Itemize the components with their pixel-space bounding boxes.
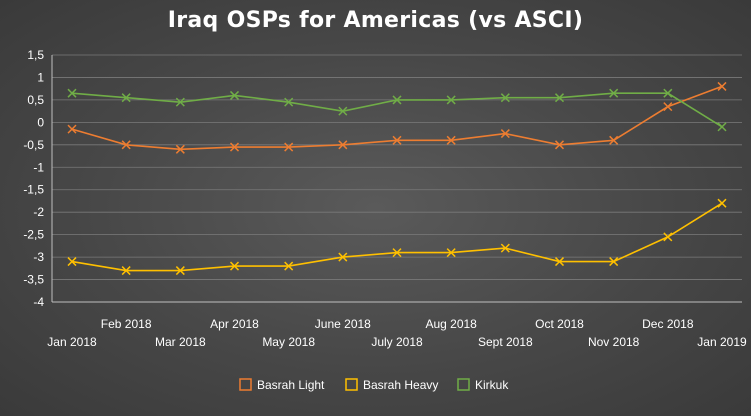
data-point	[554, 93, 565, 103]
x-tick-label: Aug 2018	[425, 317, 477, 331]
data-point	[175, 266, 185, 276]
x-tick-label: May 2018	[262, 335, 315, 349]
data-point	[500, 243, 510, 253]
data-point	[284, 97, 294, 107]
y-tick-label: 1,5	[27, 48, 44, 62]
data-point	[338, 106, 348, 116]
data-point	[175, 144, 185, 154]
x-tick-label: Oct 2018	[535, 317, 584, 331]
data-point	[121, 140, 131, 150]
data-point	[338, 140, 348, 150]
data-point	[338, 252, 348, 262]
data-point	[554, 140, 565, 150]
data-point	[229, 261, 240, 271]
y-tick-label: -0,5	[23, 138, 44, 152]
y-tick-label: -4	[33, 295, 44, 309]
legend-label: Basrah Heavy	[363, 378, 438, 392]
x-tick-label: Jan 2019	[697, 335, 747, 349]
data-point	[175, 97, 185, 107]
data-point	[392, 135, 402, 145]
y-tick-label: -1,5	[23, 183, 44, 197]
legend-swatch	[345, 378, 358, 391]
data-point	[446, 248, 456, 258]
data-point	[663, 232, 673, 242]
y-tick-label: 0	[37, 115, 44, 129]
series-line	[71, 92, 723, 128]
data-point	[663, 102, 673, 112]
data-point	[229, 90, 240, 100]
data-point	[717, 122, 727, 132]
x-tick-label: June 2018	[315, 317, 371, 331]
data-point	[284, 142, 294, 152]
data-point	[446, 135, 456, 145]
data-point	[121, 93, 131, 103]
data-point	[609, 135, 619, 145]
data-point	[663, 88, 673, 98]
legend-label: Kirkuk	[475, 378, 509, 392]
data-point	[229, 142, 240, 152]
data-point	[500, 93, 510, 103]
data-point	[717, 81, 727, 91]
x-tick-label: Apr 2018	[210, 317, 259, 331]
legend-swatch	[239, 378, 252, 391]
x-tick-label: Dec 2018	[642, 317, 694, 331]
data-point	[609, 88, 619, 98]
data-point	[121, 266, 131, 276]
y-tick-label: -1	[33, 160, 44, 174]
y-tick-label: -2,5	[23, 228, 44, 242]
y-tick-label: 0,5	[27, 93, 44, 107]
y-tick-label: -3,5	[23, 273, 44, 287]
series-line	[71, 202, 723, 272]
data-point	[609, 257, 619, 267]
data-point	[717, 198, 727, 208]
data-point	[67, 124, 77, 134]
legend-swatch	[457, 378, 470, 391]
data-point	[554, 257, 565, 267]
chart-title: Iraq OSPs for Americas (vs ASCI)	[167, 8, 584, 33]
y-tick-label: -3	[33, 250, 44, 264]
data-point	[392, 95, 402, 105]
legend-label: Basrah Light	[257, 378, 325, 392]
x-tick-label: July 2018	[371, 335, 423, 349]
x-tick-label: Sept 2018	[478, 335, 533, 349]
data-point	[446, 95, 456, 105]
x-tick-label: Mar 2018	[155, 335, 206, 349]
y-tick-label: 1	[37, 70, 44, 84]
data-point	[500, 129, 510, 139]
data-point	[392, 248, 402, 258]
x-tick-label: Jan 2018	[47, 335, 97, 349]
x-tick-label: Nov 2018	[588, 335, 640, 349]
y-tick-label: -2	[33, 205, 44, 219]
data-point	[67, 88, 77, 98]
x-tick-label: Feb 2018	[101, 317, 152, 331]
data-point	[284, 261, 294, 271]
data-point	[67, 257, 77, 267]
